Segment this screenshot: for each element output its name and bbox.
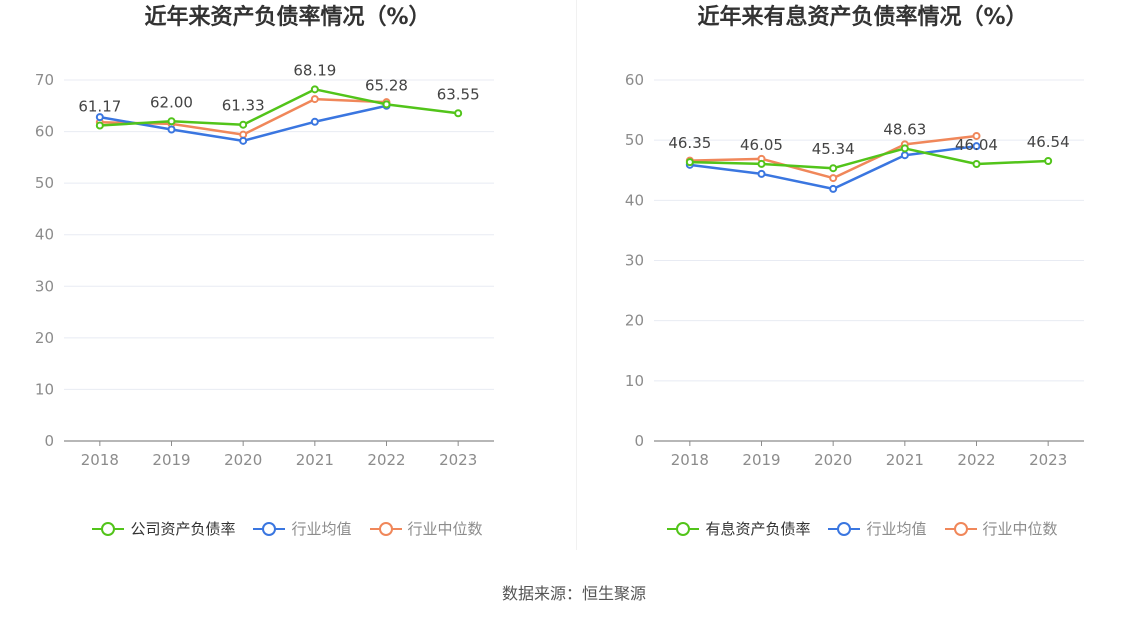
x-tick-label: 2020: [224, 451, 262, 469]
legend-line-marker-icon: [667, 521, 700, 537]
data-label: 63.55: [437, 85, 480, 103]
data-point: [239, 120, 248, 129]
data-point: [829, 164, 838, 173]
x-tick-label: 2022: [367, 451, 405, 469]
y-tick-label: 60: [35, 123, 54, 141]
data-source-note: 数据来源：恒生聚源: [501, 584, 646, 603]
chart-title: 近年来资产负债率情况（%）: [144, 5, 431, 30]
data-point: [239, 130, 248, 139]
legend-label: 行业均值: [291, 520, 352, 538]
data-point: [685, 158, 694, 167]
chart-legend: 公司资产负债率 行业均值 行业中位数: [0, 518, 575, 539]
data-point: [972, 142, 981, 151]
data-point: [310, 117, 319, 126]
data-point: [310, 85, 319, 94]
legend-item-industry-median[interactable]: 行业中位数: [369, 518, 483, 539]
data-point: [972, 131, 981, 140]
data-label: 46.04: [955, 136, 998, 154]
data-label: 61.33: [222, 97, 265, 115]
legend-label: 行业中位数: [407, 520, 483, 538]
y-tick-label: 50: [625, 131, 644, 149]
data-label: 68.19: [293, 61, 336, 79]
data-point: [900, 144, 909, 153]
data-point: [310, 95, 319, 104]
data-point: [900, 151, 909, 160]
y-tick-label: 0: [634, 432, 644, 450]
legend-label: 有息资产负债率: [705, 520, 811, 538]
data-label: 46.35: [668, 134, 711, 152]
line-chart-debt-ratio: 0 10 20 30 40 50 60 70 2018 2019 2020 2021 2022 2023 6…: [35, 61, 494, 469]
data-point: [239, 136, 248, 145]
data-label: 45.34: [812, 140, 855, 158]
data-point: [829, 184, 838, 193]
data-point: [1044, 156, 1053, 165]
legend-label: 行业均值: [866, 520, 927, 538]
legend-item-company[interactable]: 公司资产负债率: [92, 518, 235, 539]
x-tick-label: 2018: [81, 451, 119, 469]
data-point: [972, 159, 981, 168]
y-tick-label: 50: [35, 174, 54, 192]
x-tick-label: 2020: [814, 451, 852, 469]
y-tick-label: 10: [35, 380, 54, 398]
series-line: [689, 147, 1049, 170]
x-tick-label: 2019: [152, 451, 190, 469]
legend-label: 行业中位数: [982, 520, 1058, 538]
x-tick-label: 2021: [296, 451, 334, 469]
data-label: 65.28: [365, 76, 408, 94]
line-chart-interest-debt-ratio: 0 10 20 30 40 50 60 2018 2019 2020 2021 2022 2023 46.…: [625, 71, 1084, 469]
data-label: 48.63: [883, 120, 926, 138]
legend-line-marker-icon: [944, 521, 977, 537]
data-point: [454, 109, 463, 118]
data-point: [95, 121, 104, 130]
y-tick-label: 30: [625, 252, 644, 270]
y-tick-label: 60: [625, 71, 644, 89]
data-point: [757, 159, 766, 168]
data-point: [95, 113, 104, 122]
data-point: [829, 174, 838, 183]
chart-panel-interest-debt-ratio: 近年来有息资产负债率情况（%） 0 10 20 30 40 50 60 2018 2019 202…: [577, 0, 1148, 550]
x-tick-label: 2019: [742, 451, 780, 469]
data-point: [757, 169, 766, 178]
series-line: [99, 88, 459, 127]
y-tick-label: 30: [35, 277, 54, 295]
data-label: 61.17: [78, 98, 121, 116]
data-point: [382, 100, 391, 109]
y-tick-label: 40: [35, 226, 54, 244]
legend-line-marker-icon: [369, 521, 402, 537]
legend-line-marker-icon: [828, 521, 861, 537]
x-tick-label: 2018: [671, 451, 709, 469]
y-tick-label: 20: [625, 312, 644, 330]
legend-item-industry-mean[interactable]: 行业均值: [253, 518, 352, 539]
y-tick-label: 40: [625, 191, 644, 209]
y-tick-label: 0: [44, 432, 54, 450]
chart-panel-debt-ratio: 近年来资产负债率情况（%） 0 10 20 30 40 50 60 70 2018 2019 202…: [0, 0, 575, 550]
x-tick-label: 2023: [439, 451, 477, 469]
chart-title: 近年来有息资产负债率情况（%）: [697, 5, 1028, 30]
data-label: 46.05: [740, 136, 783, 154]
x-tick-label: 2023: [1029, 451, 1067, 469]
y-tick-label: 20: [35, 329, 54, 347]
panel-divider: [576, 0, 577, 550]
y-tick-label: 70: [35, 71, 54, 89]
legend-item-industry-mean[interactable]: 行业均值: [828, 518, 927, 539]
chart-legend: 有息资产负债率 行业均值 行业中位数: [577, 518, 1148, 539]
data-point: [167, 125, 176, 134]
legend-line-marker-icon: [92, 521, 125, 537]
x-tick-label: 2021: [886, 451, 924, 469]
legend-label: 公司资产负债率: [130, 520, 236, 538]
legend-line-marker-icon: [253, 521, 286, 537]
y-tick-label: 10: [625, 372, 644, 390]
legend-item-company[interactable]: 有息资产负债率: [667, 518, 810, 539]
x-tick-label: 2022: [957, 451, 995, 469]
legend-item-industry-median[interactable]: 行业中位数: [944, 518, 1058, 539]
data-point: [167, 117, 176, 126]
data-label: 46.54: [1027, 133, 1070, 151]
data-label: 62.00: [150, 93, 193, 111]
